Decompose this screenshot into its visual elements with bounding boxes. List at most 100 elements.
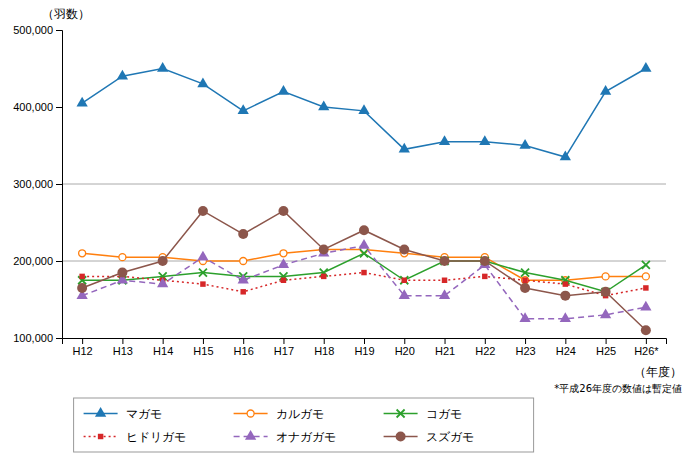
point bbox=[76, 97, 87, 107]
legend-label: カルガモ bbox=[276, 407, 324, 421]
point-group bbox=[238, 104, 249, 114]
point-group bbox=[200, 281, 205, 286]
y-axis-line bbox=[56, 31, 63, 339]
point bbox=[519, 139, 530, 149]
x-tick-mark bbox=[163, 338, 164, 344]
y-tick-mark bbox=[56, 184, 62, 185]
x-tick-label: H16 bbox=[234, 345, 254, 357]
point bbox=[278, 206, 288, 216]
legend-swatch bbox=[397, 410, 405, 418]
x-tick: H26* bbox=[634, 338, 659, 357]
point-group bbox=[198, 206, 208, 216]
x-tick-label: H12 bbox=[73, 345, 93, 357]
legend-entry: カルガモ bbox=[234, 407, 324, 421]
point bbox=[281, 278, 286, 283]
point bbox=[440, 256, 450, 266]
point bbox=[358, 239, 369, 249]
point-group bbox=[640, 301, 651, 311]
x-tick-mark bbox=[203, 338, 204, 344]
x-tick-label: H14 bbox=[153, 345, 173, 357]
point bbox=[560, 291, 570, 301]
point-group bbox=[442, 278, 447, 283]
x-tick: H13 bbox=[113, 338, 133, 357]
legend-label: ヒドリガモ bbox=[126, 430, 186, 444]
point bbox=[442, 278, 447, 283]
legend-frame bbox=[74, 398, 534, 452]
x-tick-mark bbox=[485, 338, 486, 344]
point bbox=[522, 278, 527, 283]
point-group bbox=[439, 135, 450, 145]
x-tick: H25 bbox=[596, 338, 616, 357]
reference-line bbox=[62, 184, 666, 185]
x-tick-label: H23 bbox=[515, 345, 535, 357]
x-tick-label: H24 bbox=[556, 345, 576, 357]
point-group bbox=[117, 268, 127, 278]
legend-marker bbox=[396, 432, 406, 442]
x-tick: H14 bbox=[153, 338, 173, 357]
point bbox=[521, 269, 529, 277]
point-group bbox=[77, 283, 87, 293]
point bbox=[399, 143, 410, 153]
point-group bbox=[480, 256, 490, 266]
series-line bbox=[82, 211, 646, 330]
point-group bbox=[522, 278, 527, 283]
legend-marker bbox=[397, 410, 405, 418]
point bbox=[441, 257, 449, 265]
point-group bbox=[278, 85, 289, 95]
x-axis: H12H13H14H15H16H17H18H19H20H21H22H23H24H… bbox=[63, 338, 667, 357]
point bbox=[480, 256, 490, 266]
point bbox=[399, 289, 410, 299]
point-group bbox=[440, 256, 450, 266]
point-group bbox=[642, 273, 649, 280]
point bbox=[601, 287, 611, 297]
x-tick-mark bbox=[565, 338, 566, 344]
x-axis-title: （年度） bbox=[634, 365, 682, 379]
y-tick-mark bbox=[56, 261, 62, 262]
x-tick: H18 bbox=[314, 338, 334, 357]
x-tick: H12 bbox=[73, 338, 93, 357]
point bbox=[642, 273, 649, 280]
legend-entry: スズガモ bbox=[384, 430, 474, 444]
x-tick-label: H20 bbox=[395, 345, 415, 357]
point-group bbox=[560, 291, 570, 301]
point bbox=[560, 151, 571, 161]
point-group bbox=[642, 261, 650, 269]
point-group bbox=[402, 278, 407, 283]
legend-swatch bbox=[245, 430, 256, 440]
x-tick-label: H19 bbox=[354, 345, 374, 357]
legend: マガモカルガモコガモヒドリガモオナガガモスズガモ bbox=[74, 398, 534, 452]
x-tick-mark bbox=[525, 338, 526, 344]
point-group bbox=[641, 325, 651, 335]
series bbox=[79, 246, 650, 284]
point bbox=[79, 250, 86, 257]
point bbox=[117, 70, 128, 80]
x-axis-line bbox=[63, 339, 667, 345]
point bbox=[240, 289, 245, 294]
point-group bbox=[158, 256, 168, 266]
point-group bbox=[399, 143, 410, 153]
point bbox=[640, 62, 651, 72]
series-line bbox=[82, 253, 646, 291]
y-tick-label: 200,000 bbox=[13, 255, 53, 267]
point-group bbox=[278, 258, 289, 268]
legend-label: スズガモ bbox=[426, 430, 474, 444]
point-group bbox=[643, 285, 648, 290]
point bbox=[482, 274, 487, 279]
x-tick-mark bbox=[646, 338, 647, 344]
legend-label: オナガガモ bbox=[276, 430, 336, 444]
point-group bbox=[481, 257, 489, 265]
point bbox=[238, 274, 249, 284]
x-tick-mark bbox=[243, 338, 244, 344]
y-tick-label: 400,000 bbox=[13, 101, 53, 113]
legend-marker bbox=[95, 407, 106, 417]
legend-entry: マガモ bbox=[84, 407, 162, 421]
point-group bbox=[479, 135, 490, 145]
x-tick-mark bbox=[606, 338, 607, 344]
point-group bbox=[640, 62, 651, 72]
point bbox=[197, 251, 208, 261]
x-tick: H21 bbox=[435, 338, 455, 357]
point-group bbox=[197, 77, 208, 87]
point-group bbox=[563, 281, 568, 286]
point bbox=[77, 283, 87, 293]
legend-swatch bbox=[247, 410, 254, 417]
